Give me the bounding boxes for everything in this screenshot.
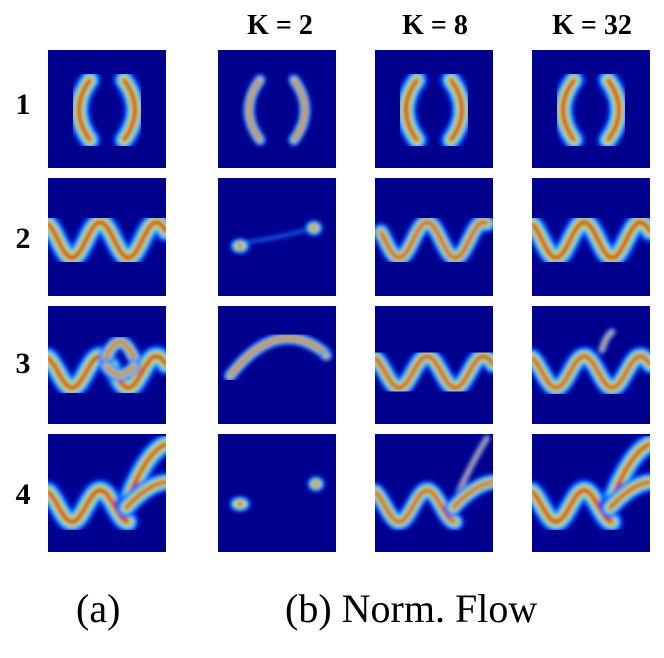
density-heatmap: [48, 334, 166, 399]
density-heatmap: [223, 331, 333, 383]
column-header-k8: K = 8: [402, 10, 468, 41]
density-heatmap: [230, 220, 323, 254]
density-panel-r1-k8: [375, 50, 493, 168]
density-heatmap: [68, 69, 146, 151]
column-header-k2: K = 2: [247, 10, 313, 41]
density-panel-r4-k2: [218, 434, 336, 552]
density-panel-r2-k32: [532, 178, 650, 296]
density-panel-r1-k2: [218, 50, 336, 168]
density-heatmap: [395, 69, 473, 151]
density-heatmap: [532, 328, 650, 398]
density-heatmap: [375, 212, 493, 268]
density-panel-r3-k2: [218, 306, 336, 424]
row-label-4: 4: [15, 478, 31, 511]
density-heatmap: [229, 476, 325, 512]
density-panel-r4-k32: [532, 434, 650, 552]
caption-b: (b) Norm. Flow: [285, 586, 538, 631]
density-heatmap: [532, 211, 650, 269]
density-heatmap: [243, 73, 311, 147]
density-panel-r4-k8: [375, 434, 493, 552]
density-panel-r2-a: [48, 178, 166, 296]
density-panel-r1-a: [48, 50, 166, 168]
density-panel-r2-k8: [375, 178, 493, 296]
density-panel-r4-a: [48, 434, 166, 552]
density-heatmap: [552, 69, 630, 151]
row-label-2: 2: [15, 222, 31, 255]
row-label-3: 3: [15, 347, 31, 380]
density-panel-r2-k2: [218, 178, 336, 296]
caption-a: (a): [76, 586, 121, 631]
column-header-k32: K = 32: [552, 10, 632, 41]
density-panel-r1-k32: [532, 50, 650, 168]
density-heatmap: [532, 434, 650, 533]
density-panel-r3-k32: [532, 306, 650, 424]
density-panel-r3-k8: [375, 306, 493, 424]
density-panel-r3-a: [48, 306, 166, 424]
density-heatmap: [375, 434, 493, 532]
row-label-1: 1: [15, 88, 31, 121]
density-heatmap: [48, 211, 166, 269]
density-heatmap: [48, 434, 166, 533]
density-heatmap: [375, 346, 493, 398]
